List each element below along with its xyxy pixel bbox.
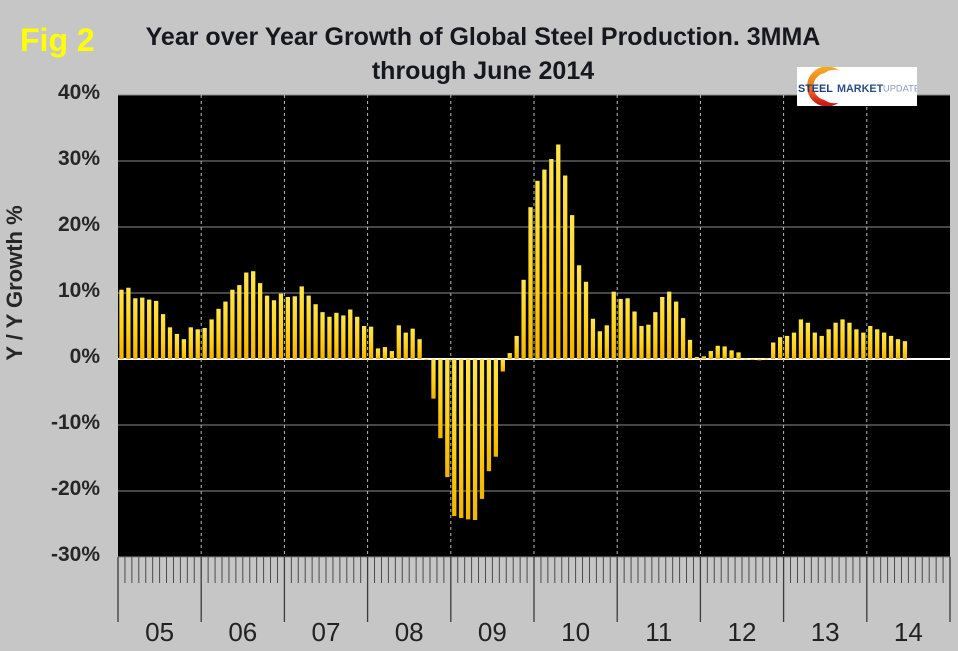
svg-text:STEEL: STEEL xyxy=(798,83,833,95)
svg-text:MARKET: MARKET xyxy=(837,83,884,95)
svg-text:UPDATE: UPDATE xyxy=(883,84,917,94)
